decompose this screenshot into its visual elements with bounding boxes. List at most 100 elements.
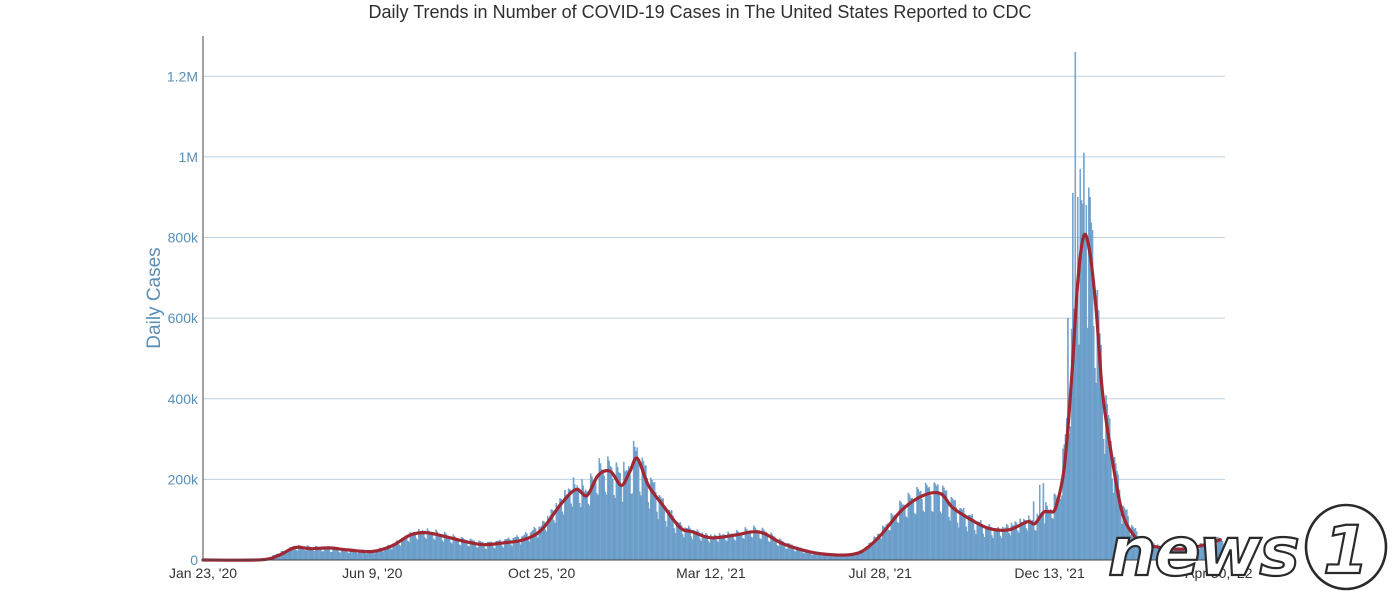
daily-bar (1034, 529, 1036, 561)
daily-bar (776, 545, 778, 561)
y-tick-label: 200k (168, 471, 199, 487)
x-tick-label: Jun 9, '20 (342, 565, 402, 581)
daily-bar (764, 531, 766, 561)
daily-bar (558, 505, 560, 561)
daily-bar (511, 546, 513, 561)
daily-bar (758, 532, 760, 561)
daily-bar (562, 514, 565, 561)
daily-bar (389, 548, 392, 561)
daily-bar (999, 535, 1002, 561)
daily-bar (456, 538, 458, 561)
daily-bar (518, 542, 521, 561)
daily-bar (1053, 493, 1056, 561)
daily-bar (935, 486, 938, 561)
daily-bar (440, 535, 442, 561)
daily-bar (658, 495, 661, 561)
daily-bar (468, 546, 470, 561)
daily-bar (996, 529, 998, 561)
daily-bar (571, 506, 574, 561)
daily-bar (694, 532, 696, 561)
daily-bar (901, 504, 904, 561)
daily-bar (1050, 509, 1052, 561)
daily-bar (756, 530, 759, 561)
daily-bar (872, 545, 874, 561)
daily-bar (905, 516, 907, 561)
daily-bar (783, 544, 786, 561)
daily-bar (1016, 530, 1019, 561)
daily-bar (862, 551, 864, 561)
daily-bar (726, 541, 728, 561)
daily-bar (294, 548, 296, 561)
daily-bar (626, 470, 629, 561)
daily-bar (1068, 433, 1070, 561)
daily-bar (775, 540, 777, 561)
daily-bar (467, 545, 469, 561)
daily-bar (870, 545, 873, 561)
daily-bar (961, 509, 964, 561)
daily-bar (421, 530, 424, 561)
daily-bar (1069, 426, 1072, 561)
x-tick-label: Oct 25, '20 (508, 565, 575, 581)
daily-bar (1031, 520, 1034, 561)
daily-bar (419, 531, 421, 561)
daily-bar (896, 522, 899, 561)
daily-bar (484, 548, 486, 561)
y-tick-label: 1.2M (167, 68, 198, 84)
daily-bar (750, 536, 753, 561)
daily-bar (592, 480, 594, 561)
daily-bar (863, 552, 866, 561)
daily-bar (347, 552, 349, 561)
daily-bar (699, 538, 701, 561)
daily-bar (769, 542, 771, 561)
daily-bar (1029, 519, 1031, 561)
daily-bar (1075, 304, 1078, 561)
daily-bar (501, 546, 504, 561)
daily-bar (587, 503, 589, 561)
daily-bar (708, 542, 711, 561)
daily-bar (1012, 525, 1014, 561)
daily-bar (561, 511, 564, 561)
daily-bar (604, 491, 607, 561)
x-tick-label: Jul 28, '21 (849, 565, 913, 581)
daily-bar (567, 488, 570, 561)
daily-bar (321, 551, 323, 561)
daily-bar (413, 532, 415, 561)
daily-bar (978, 521, 981, 561)
daily-bar (365, 553, 367, 561)
daily-bar (537, 537, 539, 561)
daily-bar (548, 518, 550, 561)
daily-bar (477, 547, 479, 561)
daily-bar (991, 535, 993, 561)
daily-bar (331, 552, 333, 561)
daily-bar (932, 512, 934, 561)
daily-bar (407, 540, 409, 561)
daily-bar (565, 494, 567, 561)
daily-bar (712, 537, 715, 561)
daily-bar (911, 497, 913, 561)
daily-bar (434, 540, 436, 561)
daily-bar (760, 539, 762, 561)
daily-bar (627, 466, 630, 561)
daily-bar (391, 549, 393, 561)
daily-bar (288, 551, 290, 561)
daily-bar (1084, 236, 1086, 561)
x-tick-label: Dec 13, '21 (1014, 565, 1085, 581)
daily-bar (702, 535, 705, 561)
daily-bar (955, 507, 958, 561)
daily-bar (415, 538, 418, 561)
daily-bar (704, 535, 706, 561)
daily-bar (895, 514, 897, 561)
daily-bar (829, 556, 831, 561)
daily-bar (912, 503, 915, 561)
daily-bar (570, 503, 572, 561)
daily-bar (585, 489, 587, 561)
daily-bar (431, 532, 434, 561)
daily-bar (997, 527, 999, 561)
daily-bar (593, 479, 596, 561)
daily-bar (739, 532, 742, 561)
daily-bar (976, 521, 978, 561)
daily-bar (723, 534, 726, 561)
daily-bar (970, 515, 972, 561)
daily-bar (965, 526, 967, 561)
daily-bar (569, 489, 571, 561)
